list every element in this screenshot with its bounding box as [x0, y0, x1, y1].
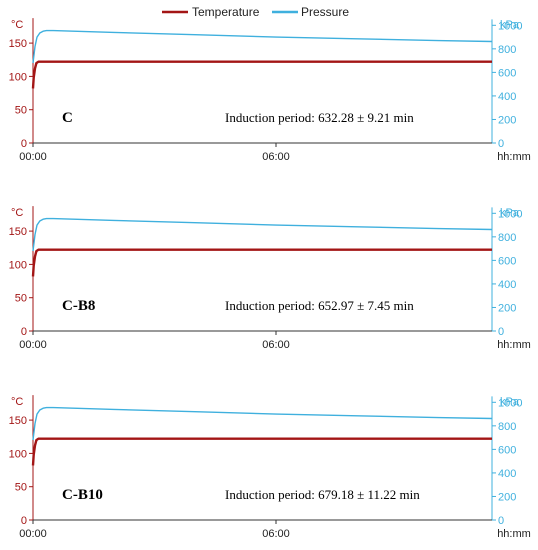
left-axis-tick-label: 50 [15, 482, 27, 494]
chart-panel-2: °C kPa 0 50 100 150 0 200 400 600 800 1000 00:00 06:0… [9, 206, 531, 351]
left-axis-unit: °C [11, 396, 23, 408]
right-axis-tick-label: 800 [498, 44, 516, 56]
sample-label: C [62, 110, 73, 126]
left-axis-tick-label: 50 [15, 293, 27, 305]
right-axis-unit: kPa [500, 19, 520, 31]
series-line-pressure [32, 29, 493, 64]
right-axis-tick-label: 400 [498, 468, 516, 480]
left-axis-tick-label: 50 [15, 105, 27, 117]
right-axis-tick-label: 400 [498, 279, 516, 291]
induction-period-annotation: Induction period: 632.28 ± 9.21 min [225, 110, 414, 125]
left-axis-tick-label: 100 [9, 448, 27, 460]
left-axis-tick-label: 100 [9, 71, 27, 83]
right-axis-tick-label: 200 [498, 491, 516, 503]
left-axis-unit: °C [11, 207, 23, 219]
right-axis-tick-label: 1000 [498, 20, 522, 32]
series-line-temperature [31, 437, 492, 466]
chart-panel-1: °C kPa 0 50 100 150 0 200 400 600 800 1000 00:00 06:0… [9, 18, 531, 163]
right-axis-tick-label: 200 [498, 302, 516, 314]
sample-label: C-B10 [62, 487, 103, 503]
x-axis-tick-label: 00:00 [19, 151, 47, 163]
right-axis-unit: kPa [500, 207, 520, 219]
series-line-pressure [32, 406, 493, 441]
right-axis-tick-label: 200 [498, 114, 516, 126]
series-line-temperature [31, 248, 492, 277]
left-axis-tick-label: 150 [9, 226, 27, 238]
right-axis-tick-label: 600 [498, 255, 516, 267]
right-axis-unit: kPa [500, 396, 520, 408]
x-axis-unit: hh:mm [497, 151, 531, 163]
x-axis-tick-label: 06:00 [262, 151, 290, 163]
x-axis-tick-label: 06:00 [262, 339, 290, 351]
induction-period-annotation: Induction period: 652.97 ± 7.45 min [225, 298, 414, 313]
left-axis-tick-label: 100 [9, 259, 27, 271]
right-axis-tick-label: 0 [498, 515, 504, 527]
right-axis-tick-label: 400 [498, 91, 516, 103]
right-axis-tick-label: 800 [498, 232, 516, 244]
x-axis-tick-label: 00:00 [19, 528, 47, 540]
left-axis-tick-label: 150 [9, 38, 27, 50]
x-axis-tick-label: 00:00 [19, 339, 47, 351]
left-axis-unit: °C [11, 19, 23, 31]
legend-label-temperature: Temperature [192, 5, 260, 19]
series-line-temperature [31, 60, 492, 89]
left-axis-tick-label: 0 [21, 138, 27, 150]
right-axis-tick-label: 0 [498, 326, 504, 338]
right-axis-tick-label: 1000 [498, 397, 522, 409]
series-line-pressure [32, 217, 493, 252]
x-axis-unit: hh:mm [497, 339, 531, 351]
x-axis-tick-label: 06:00 [262, 528, 290, 540]
legend: Temperature Pressure [162, 5, 349, 19]
left-axis-tick-label: 0 [21, 326, 27, 338]
chart-panel-3: °C kPa 0 50 100 150 0 200 400 600 800 1000 00:00 06:0… [9, 395, 531, 540]
right-axis-tick-label: 600 [498, 67, 516, 79]
legend-label-pressure: Pressure [301, 5, 349, 19]
induction-period-annotation: Induction period: 679.18 ± 11.22 min [225, 487, 420, 502]
right-axis-tick-label: 0 [498, 138, 504, 150]
right-axis-tick-label: 600 [498, 444, 516, 456]
left-axis-tick-label: 0 [21, 515, 27, 527]
right-axis-tick-label: 800 [498, 421, 516, 433]
right-axis-tick-label: 1000 [498, 208, 522, 220]
x-axis-unit: hh:mm [497, 528, 531, 540]
sample-label: C-B8 [62, 298, 95, 314]
left-axis-tick-label: 150 [9, 415, 27, 427]
